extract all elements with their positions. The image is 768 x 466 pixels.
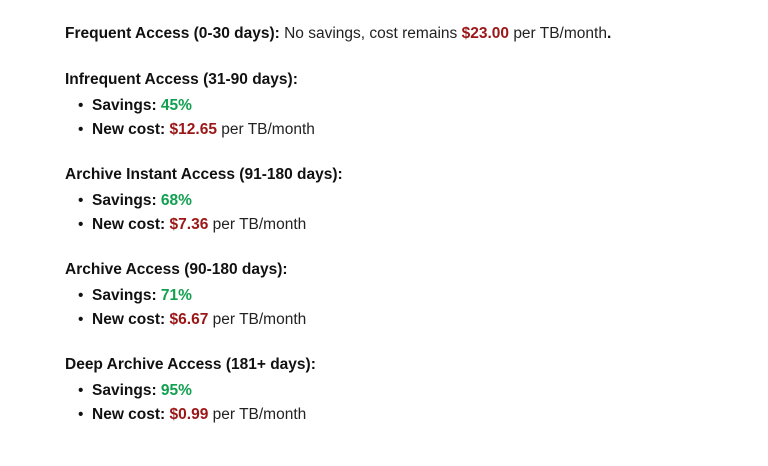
infrequent-access-list: Savings: 45% New cost: $12.65 per TB/mon… — [65, 94, 750, 141]
frequent-access-label: Frequent Access (0-30 days): — [65, 25, 280, 42]
deep-archive-access-heading: Deep Archive Access (181+ days): — [65, 356, 316, 373]
list-item: Savings: 71% — [65, 284, 750, 308]
deep-archive-access-block: Deep Archive Access (181+ days): Savings… — [65, 353, 750, 426]
new-cost-unit: per TB/month — [212, 310, 307, 328]
frequent-access-cost-unit: per TB/month — [513, 25, 607, 42]
infrequent-access-heading: Infrequent Access (31-90 days): — [65, 71, 298, 88]
frequent-access-line: Frequent Access (0-30 days): No savings,… — [65, 22, 750, 46]
content-column: Frequent Access (0-30 days): No savings,… — [65, 22, 750, 426]
archive-instant-access-heading: Archive Instant Access (91-180 days): — [65, 166, 343, 183]
list-item: New cost: $0.99 per TB/month — [65, 403, 750, 427]
new-cost-label: New cost: — [92, 215, 166, 233]
new-cost-value: $0.99 — [169, 405, 209, 423]
list-item: New cost: $12.65 per TB/month — [65, 118, 750, 142]
savings-label: Savings: — [92, 192, 157, 209]
list-item: Savings: 45% — [65, 94, 750, 118]
new-cost-unit: per TB/month — [221, 120, 315, 138]
archive-instant-access-list: Savings: 68% New cost: $7.36 per TB/mont… — [65, 189, 750, 236]
new-cost-label: New cost: — [92, 405, 166, 423]
archive-access-heading: Archive Access (90-180 days): — [65, 261, 288, 278]
frequent-access-description: No savings, cost remains — [284, 25, 458, 42]
infrequent-access-block: Infrequent Access (31-90 days): Savings:… — [65, 68, 750, 141]
list-item: New cost: $6.67 per TB/month — [65, 308, 750, 332]
savings-label: Savings: — [92, 382, 157, 399]
savings-label: Savings: — [92, 97, 157, 114]
archive-instant-access-block: Archive Instant Access (91-180 days): Sa… — [65, 163, 750, 236]
list-item: Savings: 95% — [65, 379, 750, 403]
list-item: Savings: 68% — [65, 189, 750, 213]
new-cost-unit: per TB/month — [212, 405, 307, 423]
new-cost-label: New cost: — [92, 120, 166, 138]
savings-value: 95% — [160, 382, 192, 399]
savings-value: 45% — [160, 97, 192, 114]
new-cost-unit: per TB/month — [212, 215, 307, 233]
new-cost-value: $7.36 — [169, 215, 209, 233]
archive-access-block: Archive Access (90-180 days): Savings: 7… — [65, 258, 750, 331]
archive-access-list: Savings: 71% New cost: $6.67 per TB/mont… — [65, 284, 750, 331]
savings-label: Savings: — [92, 287, 157, 304]
list-item: New cost: $7.36 per TB/month — [65, 213, 750, 237]
savings-value: 71% — [160, 287, 192, 304]
new-cost-value: $12.65 — [169, 120, 217, 138]
frequent-access-cost-value: $23.00 — [461, 25, 509, 42]
frequent-access-period: . — [606, 25, 612, 42]
new-cost-label: New cost: — [92, 310, 166, 328]
deep-archive-access-list: Savings: 95% New cost: $0.99 per TB/mont… — [65, 379, 750, 426]
savings-value: 68% — [160, 192, 192, 209]
frequent-access-block: Frequent Access (0-30 days): No savings,… — [65, 22, 750, 46]
new-cost-value: $6.67 — [169, 310, 209, 328]
